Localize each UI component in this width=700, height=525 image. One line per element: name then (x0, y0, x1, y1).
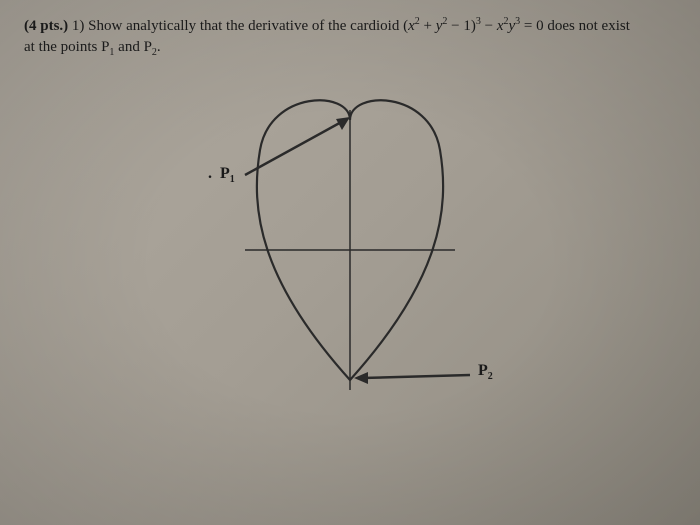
p1-dot: . (208, 165, 212, 182)
problem-text-after: does not exist (547, 18, 630, 34)
p2-label: P2 (478, 362, 493, 380)
heart-diagram: . P1 P2 (150, 80, 550, 440)
p2-arrow-line (362, 375, 470, 378)
p1-label: . P1 (208, 165, 235, 183)
problem-number: 1) (72, 18, 85, 34)
problem-statement: (4 pts.) 1) Show analytically that the d… (24, 16, 676, 58)
diagram-svg (150, 80, 550, 440)
problem-text-before: Show analytically that the derivative of… (88, 18, 399, 34)
points-tag: (4 pts.) (24, 18, 68, 34)
